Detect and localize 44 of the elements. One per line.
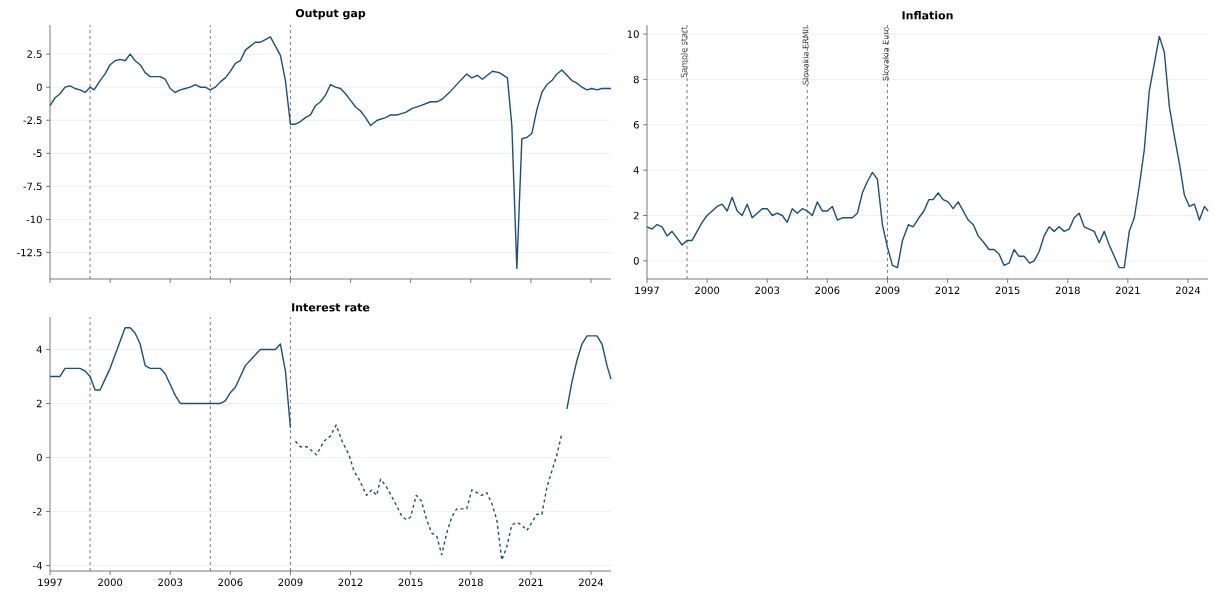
x-tick-label: 2015 [398, 578, 423, 587]
y-tick-label: 2.5 [27, 50, 42, 58]
x-tick-label: 2024 [1175, 286, 1201, 295]
ref-line-label: Sample start [680, 26, 689, 78]
y-tick-label: 4 [633, 166, 639, 174]
x-tick-label: 2006 [815, 286, 840, 295]
y-tick-label: 8 [633, 75, 639, 84]
y-tick-label: -10 [26, 215, 42, 224]
x-tick-label: 2009 [875, 286, 900, 295]
ref-line-label: Slovakia Euro [882, 27, 889, 81]
x-tick-label: 2003 [158, 578, 183, 587]
chart-title: Interest rate [292, 303, 370, 312]
y-tick-label: -5 [32, 149, 42, 158]
x-tick-label: 2018 [458, 578, 483, 587]
x-tick-label: 2021 [1115, 286, 1140, 295]
x-tick-label: 2024 [578, 578, 604, 587]
y-tick-label: -2.5 [23, 116, 42, 125]
y-tick-label: -7.5 [23, 182, 42, 191]
x-tick-label: 2000 [98, 578, 123, 587]
chart-title: Inflation [902, 10, 953, 20]
y-tick-label: -12.5 [17, 248, 42, 257]
x-tick-label: 2003 [755, 286, 780, 295]
y-tick-label: 0 [36, 83, 42, 91]
y-tick-label: 4 [36, 345, 42, 354]
x-tick-label: 2012 [338, 578, 363, 587]
y-tick-label: 2 [633, 211, 639, 220]
x-tick-label: 1997 [635, 286, 659, 295]
ref-line-label: Slovakia ERMII [802, 27, 809, 85]
x-tick-label: 2012 [935, 286, 960, 295]
x-tick-label: 2009 [278, 578, 303, 587]
x-tick-label: 2018 [1055, 286, 1080, 295]
y-tick-label: 6 [633, 120, 639, 129]
y-tick-label: 2 [36, 399, 42, 408]
x-tick-label: 2015 [995, 286, 1020, 295]
y-tick-label: 0 [36, 453, 42, 462]
x-tick-label: 2021 [518, 578, 543, 587]
y-tick-label: 0 [633, 257, 639, 265]
y-tick-label: 10 [627, 30, 639, 38]
x-tick-label: 1997 [38, 578, 62, 587]
y-tick-label: -2 [32, 507, 42, 516]
x-tick-label: 2006 [218, 578, 243, 587]
y-tick-label: -4 [32, 561, 42, 570]
chart-title: Output gap [295, 8, 366, 20]
x-tick-label: 2000 [695, 286, 720, 295]
